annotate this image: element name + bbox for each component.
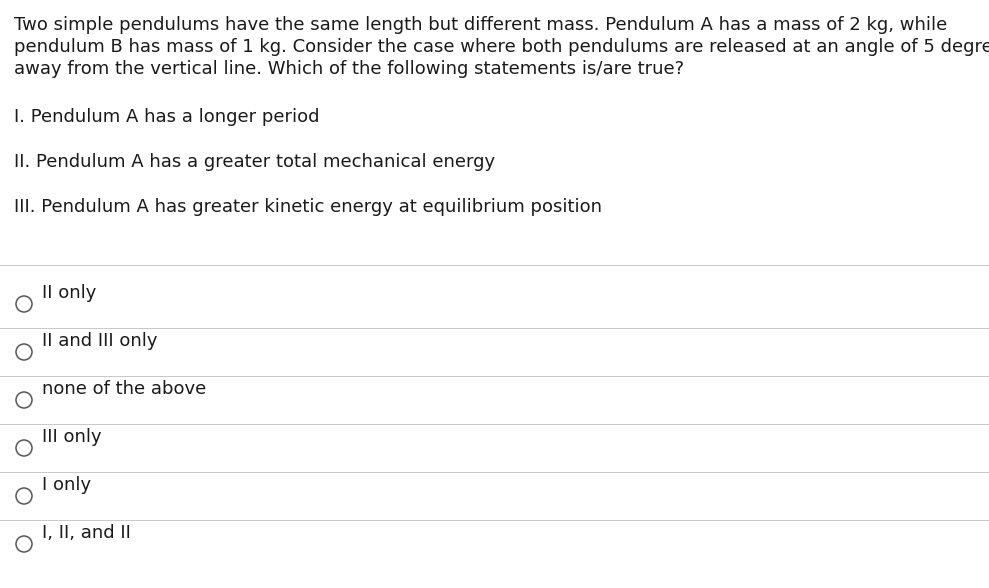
Text: I, II, and II: I, II, and II [42, 524, 131, 542]
Text: II. Pendulum A has a greater total mechanical energy: II. Pendulum A has a greater total mecha… [14, 153, 495, 171]
Text: III. Pendulum A has greater kinetic energy at equilibrium position: III. Pendulum A has greater kinetic ener… [14, 198, 602, 216]
Text: away from the vertical line. Which of the following statements is/are true?: away from the vertical line. Which of th… [14, 60, 684, 78]
Text: II only: II only [42, 284, 96, 302]
Text: pendulum B has mass of 1 kg. Consider the case where both pendulums are released: pendulum B has mass of 1 kg. Consider th… [14, 38, 989, 56]
Text: I only: I only [42, 476, 91, 494]
Text: Two simple pendulums have the same length but different mass. Pendulum A has a m: Two simple pendulums have the same lengt… [14, 16, 947, 34]
Text: II and III only: II and III only [42, 332, 157, 350]
Text: I. Pendulum A has a longer period: I. Pendulum A has a longer period [14, 108, 319, 126]
Text: III only: III only [42, 428, 102, 446]
Text: none of the above: none of the above [42, 380, 207, 398]
